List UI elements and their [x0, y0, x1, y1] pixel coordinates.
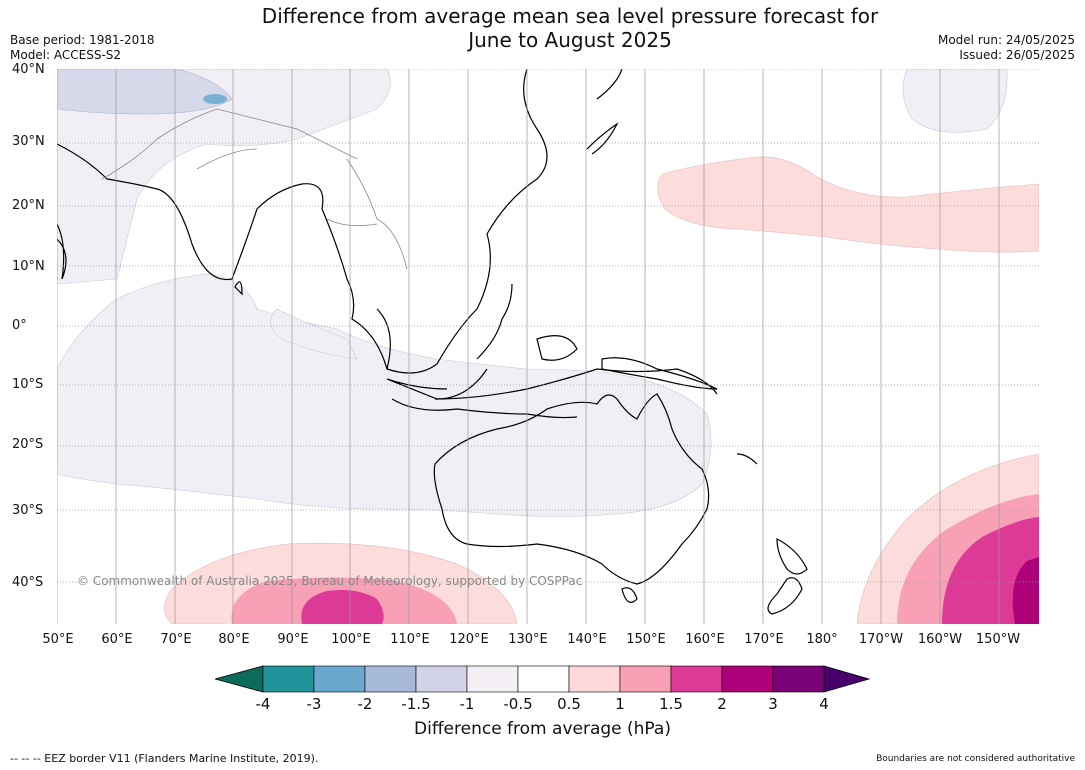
map-canvas[interactable]: [57, 69, 1039, 624]
colorbar-segment: [313, 665, 366, 693]
lon-label: 160°E: [685, 632, 725, 647]
lon-label: 170°W: [858, 632, 904, 647]
map-title: Difference from average mean sea level p…: [0, 4, 1085, 52]
colorbar-tick: 3: [768, 695, 778, 713]
colorbar-segment: [262, 665, 315, 693]
lon-label: 130°E: [508, 632, 548, 647]
colorbar-arrow-low: [215, 665, 264, 693]
copyright-notice: © Commonwealth of Australia 2025, Bureau…: [77, 574, 583, 588]
lat-label: 10°S: [12, 377, 44, 392]
colorbar-segment: [415, 665, 468, 693]
colorbar-arrow-high: [823, 665, 870, 693]
lon-label: 180°: [806, 632, 838, 647]
colorbar-tick: 1: [615, 695, 625, 713]
positive-anomaly-southwest: [164, 542, 518, 624]
lon-label: 150°W: [975, 632, 1021, 647]
colorbar-tick: 1.5: [659, 695, 683, 713]
colorbar: [215, 665, 870, 693]
colorbar-tick: -2: [357, 695, 373, 713]
lon-label: 140°E: [567, 632, 607, 647]
lat-label: 30°S: [12, 503, 44, 518]
lat-label: 20°S: [12, 437, 44, 452]
title-line-1: Difference from average mean sea level p…: [261, 4, 879, 28]
colorbar-tick: 0.5: [557, 695, 581, 713]
metadata-left: Base period: 1981-2018 Model: ACCESS-S2: [10, 33, 155, 63]
title-line-2: June to August 2025: [468, 28, 672, 52]
lon-label: 100°E: [331, 632, 371, 647]
lat-label: 30°N: [12, 134, 45, 149]
coastlines: [57, 69, 808, 615]
base-period: Base period: 1981-2018: [10, 33, 155, 47]
colorbar-tick: 4: [819, 695, 829, 713]
metadata-right: Model run: 24/05/2025 Issued: 26/05/2025: [938, 33, 1075, 63]
lon-label: 120°E: [449, 632, 489, 647]
weak-negative-patch: [57, 69, 233, 115]
graticule: [57, 69, 1039, 624]
eez-legend: -- -- -- EEZ border V11 (Flanders Marine…: [10, 752, 319, 765]
lon-label: 170°E: [744, 632, 784, 647]
lon-label: 80°E: [218, 632, 250, 647]
colorbar-segment: [466, 665, 519, 693]
colorbar-segment: [364, 665, 417, 693]
colorbar-segment: [568, 665, 621, 693]
lon-label: 50°E: [42, 632, 74, 647]
issued-date: Issued: 26/05/2025: [959, 48, 1075, 62]
lon-label: 160°W: [917, 632, 963, 647]
strong-negative-patch: [203, 94, 227, 104]
lon-label: 70°E: [160, 632, 192, 647]
lat-label: 40°S: [12, 575, 44, 590]
lat-label: 0°: [12, 318, 27, 333]
positive-anomaly-north-pacific: [657, 156, 1039, 253]
colorbar-tick: -1.5: [401, 695, 431, 713]
colorbar-segment: [670, 665, 723, 693]
colorbar-label: Difference from average (hPa): [414, 719, 671, 739]
boundary-disclaimer: Boundaries are not considered authoritat…: [876, 754, 1075, 764]
lon-label: 150°E: [626, 632, 666, 647]
colorbar-segment: [517, 665, 570, 693]
colorbar-tick: -3: [306, 695, 322, 713]
colorbar-tick: 2: [717, 695, 727, 713]
model-name: Model: ACCESS-S2: [10, 48, 122, 62]
colorbar-segment: [619, 665, 672, 693]
lat-label: 20°N: [12, 198, 45, 213]
colorbar-tick: -4: [255, 695, 271, 713]
colorbar-tick: -0.5: [503, 695, 533, 713]
lon-label: 110°E: [390, 632, 430, 647]
lon-label: 90°E: [277, 632, 309, 647]
country-borders: [101, 108, 408, 270]
colorbar-tick: -1: [459, 695, 475, 713]
lat-label: 40°N: [12, 62, 45, 77]
colorbar-segment: [772, 665, 825, 693]
lon-label: 60°E: [101, 632, 133, 647]
colorbar-segment: [721, 665, 774, 693]
model-run: Model run: 24/05/2025: [937, 33, 1075, 47]
lat-label: 10°N: [12, 259, 45, 274]
positive-anomaly-southeast: [856, 453, 1039, 624]
